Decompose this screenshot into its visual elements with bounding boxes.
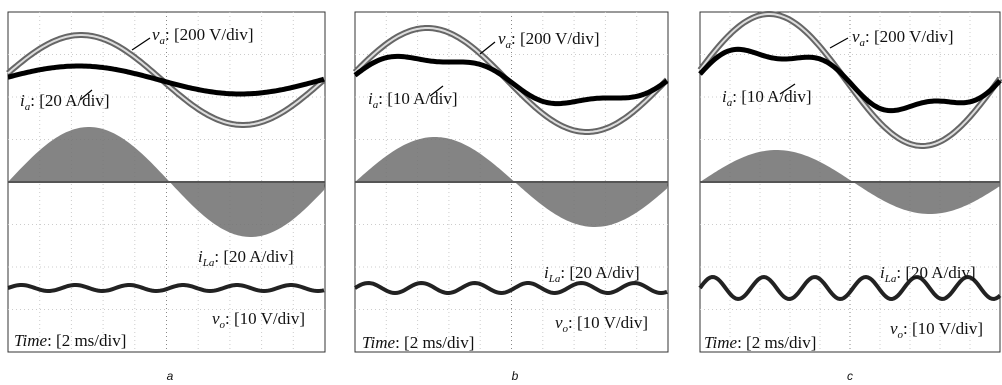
- label-symbol: Time: [362, 333, 396, 352]
- scope-panel: [355, 12, 668, 352]
- label-scale: : [20 A/div]: [896, 263, 975, 282]
- trace-label: ia: [10 A/div]: [722, 87, 812, 109]
- trace-label: va: [200 V/div]: [152, 25, 254, 47]
- trace-label: Time: [2 ms/div]: [362, 333, 474, 352]
- trace-label: vo: [10 V/div]: [555, 313, 648, 335]
- figure: va: [200 V/div]ia: [20 A/div]iLa: [20 A/…: [0, 0, 1002, 385]
- panel-caption: a: [167, 369, 174, 383]
- label-scale: : [2 ms/div]: [737, 333, 816, 352]
- trace-label: vo: [10 V/div]: [890, 319, 983, 341]
- label-scale: : [2 ms/div]: [395, 333, 474, 352]
- label-scale: : [10 V/div]: [568, 313, 648, 332]
- label-scale: : [200 V/div]: [165, 25, 253, 44]
- label-symbol: Time: [704, 333, 738, 352]
- scope-panel: [700, 12, 1000, 352]
- label-scale: : [10 A/div]: [378, 89, 457, 108]
- scope-panel: [8, 12, 325, 352]
- trace-label: ia: [10 A/div]: [368, 89, 458, 111]
- label-scale: : [10 A/div]: [732, 87, 811, 106]
- label-scale: : [10 V/div]: [225, 309, 305, 328]
- label-scale: : [20 A/div]: [30, 91, 109, 110]
- label-subscript: La: [884, 273, 897, 285]
- label-scale: : [200 V/div]: [511, 29, 599, 48]
- trace-label: ia: [20 A/div]: [20, 91, 110, 113]
- trace-label: vo: [10 V/div]: [212, 309, 305, 331]
- label-scale: : [2 ms/div]: [47, 331, 126, 350]
- panel-caption: b: [512, 369, 519, 383]
- panel-caption: c: [847, 369, 853, 383]
- label-scale: : [10 V/div]: [903, 319, 983, 338]
- trace-label: va: [200 V/div]: [498, 29, 600, 51]
- trace-label: Time: [2 ms/div]: [704, 333, 816, 352]
- trace-label: va: [200 V/div]: [852, 27, 954, 49]
- label-subscript: La: [548, 273, 561, 285]
- label-subscript: La: [202, 257, 215, 269]
- label-symbol: Time: [14, 331, 48, 350]
- label-scale: : [20 A/div]: [560, 263, 639, 282]
- trace-label: Time: [2 ms/div]: [14, 331, 126, 350]
- label-scale: : [20 A/div]: [214, 247, 293, 266]
- label-scale: : [200 V/div]: [865, 27, 953, 46]
